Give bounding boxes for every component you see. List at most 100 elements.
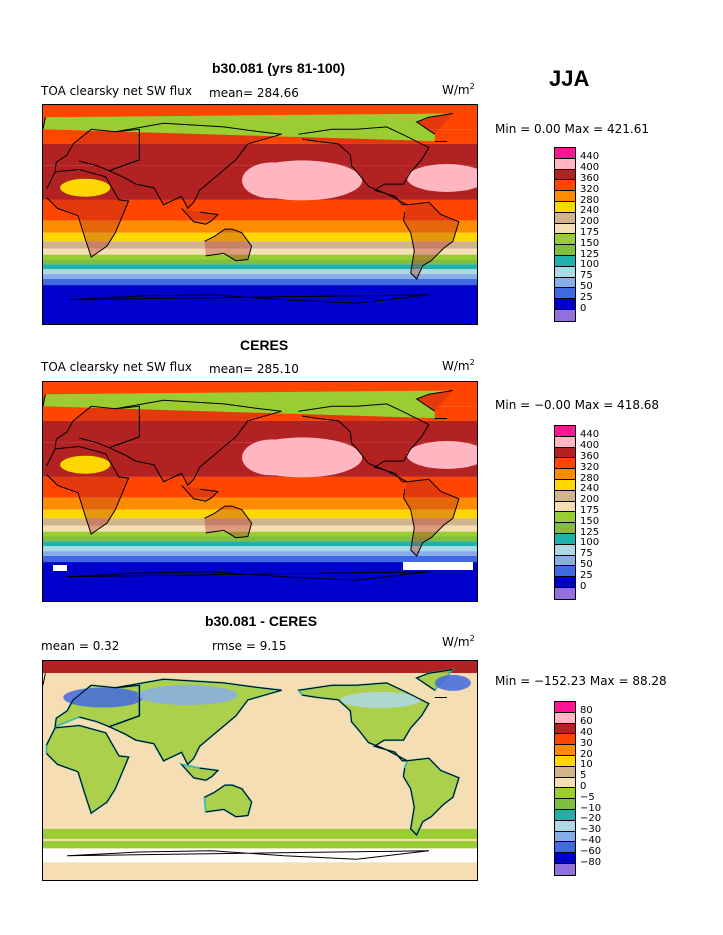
colorbar-tick-label: 150: [580, 237, 600, 249]
colorbar-swatch: [555, 212, 575, 224]
coastline: [181, 764, 219, 781]
colorbar-tick-label: 440: [580, 151, 600, 163]
colorbar-swatch: [555, 799, 575, 810]
coastline: [204, 784, 253, 818]
lat-band: [43, 278, 477, 286]
colorbar-tick-label: 20: [580, 748, 593, 760]
colorbar-swatch: [555, 544, 575, 556]
colorbar-tick-label: 400: [580, 440, 600, 452]
coastline: [107, 399, 282, 487]
lat-band: [43, 541, 477, 547]
land-tint: [55, 129, 140, 171]
panel-2-title: CERES: [240, 337, 289, 353]
colorbar-tick-label: 80: [580, 705, 593, 717]
desert-region: [60, 455, 111, 474]
coastline: [43, 117, 46, 130]
lat-band: [43, 531, 477, 537]
lat-band: [43, 551, 477, 556]
colorbar-swatch: [555, 777, 575, 789]
arctic-diff-band: [43, 661, 477, 673]
land-tint: [403, 202, 459, 279]
colorbar-tick-label: 100: [580, 537, 600, 549]
colorbar-swatch: [555, 191, 575, 202]
colorbar-tick-label: −60: [580, 845, 602, 857]
coastline: [181, 485, 219, 502]
lat-band: [43, 269, 477, 275]
lat-band: [43, 241, 477, 249]
coastline-antarctica: [67, 294, 429, 304]
coastline: [298, 126, 430, 206]
colorbar-swatch: [555, 745, 575, 756]
colorbar-swatch: [555, 255, 575, 267]
coastline: [181, 208, 219, 225]
coastline: [402, 757, 460, 836]
colorbar-swatch: [555, 148, 575, 159]
coastline: [298, 403, 430, 483]
lat-band: [43, 525, 477, 532]
colorbar-swatch: [555, 288, 575, 300]
colorbar-tick-label: −30: [580, 824, 602, 836]
colorbar-tick-label: 125: [580, 248, 600, 260]
colorbar-tick-label: 40: [580, 727, 593, 738]
panel-1-min-max: Min = 0.00 Max = 421.61: [495, 122, 649, 136]
panel-3-min-max: Min = −152.23 Max = 88.28: [495, 674, 667, 688]
lat-band: [43, 143, 477, 166]
colorbar-tick-label: 200: [580, 216, 600, 228]
panel-1-title: b30.081 (yrs 81-100): [212, 60, 346, 76]
colorbar-tick-label: 320: [580, 183, 600, 195]
colorbar-swatch: [555, 723, 575, 735]
lat-band: [43, 220, 477, 233]
coastline: [204, 228, 253, 262]
panel-3-units: W/m2: [442, 634, 475, 649]
lat-band: [43, 476, 477, 498]
panel-1-colorbar: [554, 147, 576, 322]
colorbar-tick-label: 320: [580, 461, 600, 473]
desert-region: [60, 178, 111, 197]
panel-2-map: [42, 381, 478, 602]
colorbar-tick-label: 400: [580, 162, 600, 174]
map-canvas: [43, 382, 477, 601]
colorbar-tick-label: 175: [580, 505, 600, 516]
missing-data: [53, 565, 67, 571]
colorbar-swatch: [555, 831, 575, 843]
season-label: JJA: [549, 66, 590, 91]
coastline: [402, 478, 460, 557]
land-tint: [204, 506, 252, 538]
land-tint: [181, 485, 218, 502]
panel-1-units: W/m2: [442, 82, 475, 97]
colorbar-swatch: [555, 820, 575, 832]
negative-diff-region: [63, 687, 144, 708]
colorbar-swatch: [555, 469, 575, 480]
colorbar-swatch: [555, 223, 575, 235]
colorbar-swatch: [555, 169, 575, 181]
coastline-antarctica: [67, 850, 429, 860]
coastline: [415, 390, 453, 412]
colorbar-swatch: [555, 755, 575, 767]
lat-band: [43, 274, 477, 279]
greenland-region: [43, 390, 453, 419]
coastline: [204, 505, 253, 539]
colorbar-swatch: [555, 490, 575, 502]
land-tint: [181, 208, 218, 225]
coastline: [415, 113, 453, 135]
colorbar-tick-label: 280: [580, 194, 600, 206]
colorbar-swatch: [555, 853, 575, 864]
colorbar-swatch: [555, 426, 575, 437]
colorbar-swatch: [555, 523, 575, 534]
colorbar-swatch: [555, 447, 575, 459]
colorbar-swatch: [555, 863, 575, 875]
colorbar-swatch: [555, 158, 575, 170]
panel-2-mean: mean= 285.10: [209, 362, 299, 376]
lat-band: [43, 518, 477, 526]
flux-max-region: [406, 441, 477, 469]
colorbar-tick-label: 50: [580, 559, 593, 570]
colorbar-swatch: [555, 309, 575, 321]
missing-data: [403, 562, 473, 570]
colorbar-swatch: [555, 501, 575, 513]
lat-band: [43, 285, 477, 324]
colorbar-swatch: [555, 436, 575, 448]
colorbar-tick-label: 175: [580, 227, 600, 238]
coastline: [46, 168, 130, 258]
lat-band: [43, 232, 477, 242]
negative-diff-region: [434, 674, 471, 691]
